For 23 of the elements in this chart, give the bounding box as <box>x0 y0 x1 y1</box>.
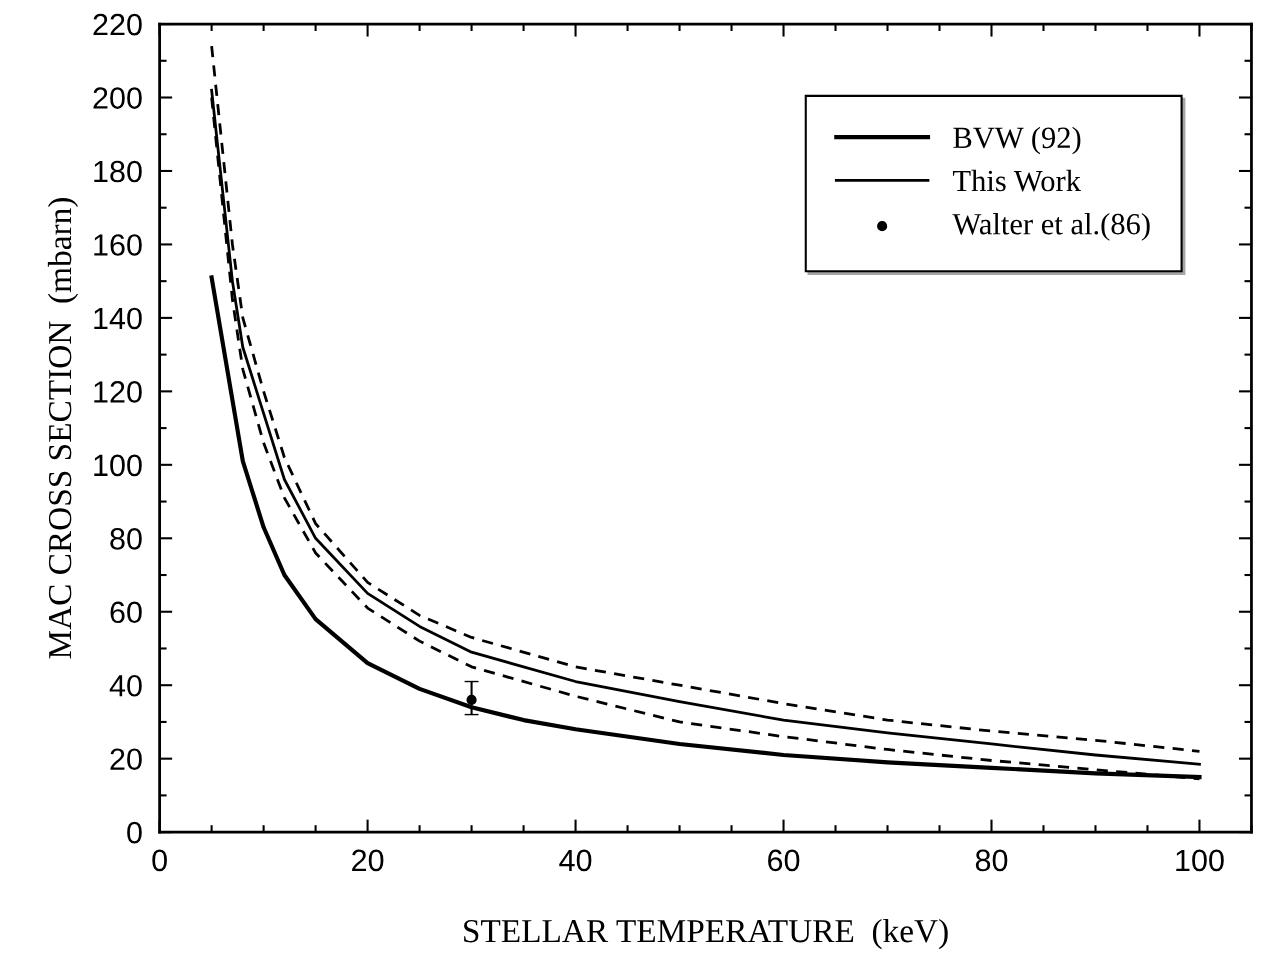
x-tick-label: 20 <box>352 849 384 872</box>
y-tick-label: 80 <box>110 528 142 550</box>
y-tick-label: 0 <box>127 821 142 844</box>
x-tick-label: 100 <box>1176 849 1224 872</box>
y-tick-label: 40 <box>109 674 142 697</box>
y-tick-label: 120 <box>94 381 142 403</box>
y-tick-label: 60 <box>110 601 142 624</box>
x-tick-label: 40 <box>559 849 592 872</box>
legend-label: This Work <box>952 169 1081 192</box>
y-tick-label: 20 <box>110 748 142 771</box>
x-tick-label: 60 <box>768 849 800 872</box>
legend-label: Walter et al.(86) <box>952 212 1150 241</box>
x-axis-title: STELLAR TEMPERATURE (keV) <box>464 918 948 950</box>
y-tick-label: 180 <box>94 160 142 183</box>
y-axis-title: MAC CROSS SECTION (mbarn) <box>47 198 79 659</box>
legend-label: BVW (92) <box>953 126 1081 155</box>
x-tick-label: 80 <box>975 849 1008 872</box>
y-tick-label: 100 <box>94 454 142 477</box>
x-tick-label: 0 <box>152 849 167 872</box>
y-tick-label: 200 <box>93 87 142 109</box>
y-tick-label: 160 <box>94 234 142 256</box>
y-tick-label: 140 <box>94 307 142 330</box>
y-tick-label: 220 <box>93 13 142 36</box>
